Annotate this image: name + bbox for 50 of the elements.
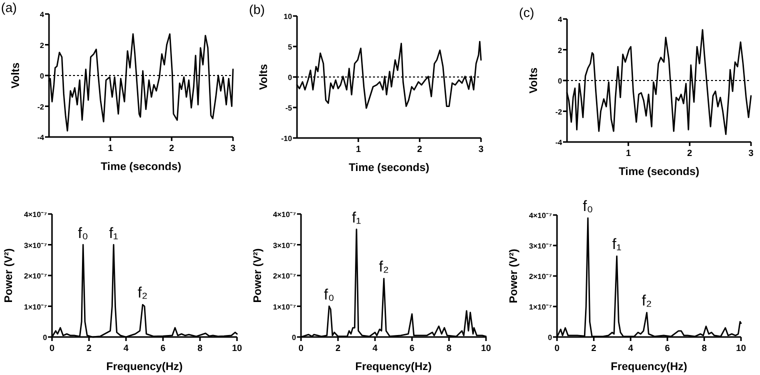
x-axis-title: Time (seconds) xyxy=(100,161,182,173)
x-tick-label: 10 xyxy=(736,343,746,353)
x-tick-label: 8 xyxy=(197,343,203,353)
y-axis-title: Power (V²) xyxy=(508,248,520,304)
y-axis-title: Volts xyxy=(10,62,22,89)
x-tick-label: 6 xyxy=(664,343,670,353)
y-axis-title: Power (V²) xyxy=(252,248,264,303)
x-tick-label: 8 xyxy=(446,343,452,353)
x-axis-title: Time (seconds) xyxy=(348,162,430,174)
x-tick-label: 2 xyxy=(687,148,692,158)
chart-title: (c) xyxy=(519,5,534,20)
x-tick-label: 4 xyxy=(628,343,634,353)
x-tick-label: 1 xyxy=(108,143,113,153)
x-tick-label: 2 xyxy=(417,144,422,154)
x-tick-label: 2 xyxy=(591,343,596,353)
annotation: f₁ xyxy=(108,224,118,242)
y-axis-title: Volts xyxy=(258,64,270,90)
x-tick-label: 2 xyxy=(86,343,92,353)
x-tick-label: 3 xyxy=(748,148,754,158)
x-axis-title: Frequency(Hz) xyxy=(106,361,184,373)
chart-title: (b) xyxy=(249,2,265,17)
annotation: f₀ xyxy=(78,224,88,242)
annotation: f₀ xyxy=(582,198,594,216)
annotation: f₁ xyxy=(612,236,622,254)
x-axis-title: Time (seconds) xyxy=(618,166,700,178)
annotation: f₀ xyxy=(324,286,334,304)
x-tick-label: 0 xyxy=(49,343,55,353)
x-tick-label: 1 xyxy=(626,148,631,158)
annotation: f₁ xyxy=(352,209,362,226)
x-tick-label: 3 xyxy=(230,143,236,153)
annotation: f₂ xyxy=(378,258,390,276)
chart-title: (a) xyxy=(1,0,17,15)
y-axis-title: Volts xyxy=(528,67,540,94)
x-tick-label: 10 xyxy=(480,343,492,353)
y-axis-title: Power (V²) xyxy=(3,248,15,303)
x-tick-label: 0 xyxy=(298,343,304,353)
x-tick-label: 4 xyxy=(372,343,378,353)
x-tick-label: 10 xyxy=(232,343,242,353)
annotation: f₂ xyxy=(642,292,652,310)
x-tick-label: 2 xyxy=(335,343,341,353)
x-axis-title: Frequency(Hz) xyxy=(610,361,688,373)
x-tick-label: 2 xyxy=(169,143,174,153)
x-tick-label: 4 xyxy=(123,343,129,353)
annotation: f₂ xyxy=(138,284,148,302)
x-tick-label: 3 xyxy=(478,144,484,154)
x-tick-label: 8 xyxy=(702,343,707,353)
x-axis-title: Frequency(Hz) xyxy=(355,361,432,373)
x-tick-label: 1 xyxy=(356,144,361,154)
x-tick-label: 6 xyxy=(160,343,166,353)
x-tick-label: 6 xyxy=(409,343,415,353)
